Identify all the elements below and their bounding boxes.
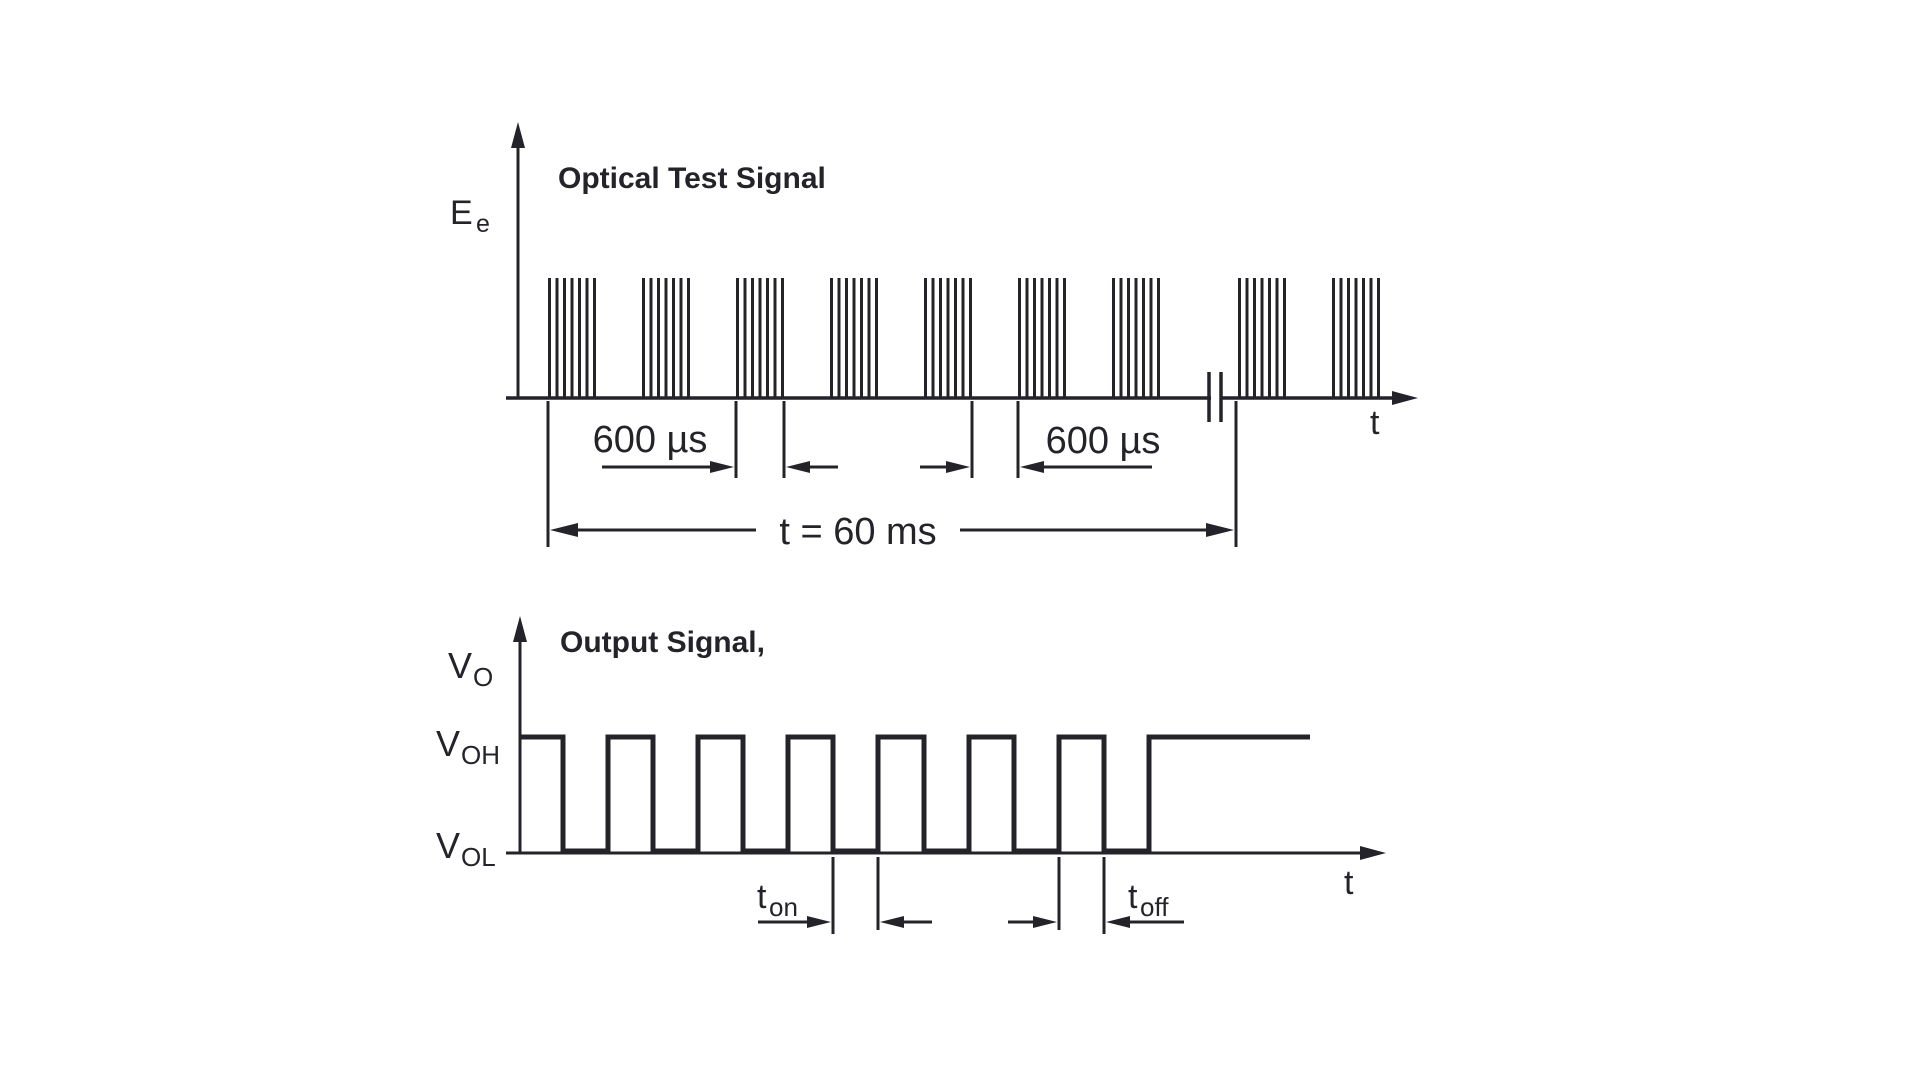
top-x-axis-arrow-icon (1392, 391, 1418, 405)
output-square-wave (520, 734, 1310, 854)
bottom-chart-title: Output Signal, (560, 626, 765, 659)
dim-burst-duration: 600 µs (593, 419, 838, 473)
t-off-label: t (1128, 878, 1138, 916)
top-y-axis-label: E (450, 194, 473, 232)
top-x-axis-label: t (1370, 404, 1380, 442)
t-on-label-sub: on (769, 892, 798, 922)
dim-t-on: t on (757, 878, 932, 928)
gap-duration-label: 600 µs (1046, 420, 1161, 462)
top-y-axis-label-sub: e (476, 210, 490, 238)
dim-period: t = 60 ms (550, 511, 1234, 553)
axis-break-icon (1207, 372, 1223, 422)
burst-duration-label: 600 µs (593, 419, 708, 461)
period-label: t = 60 ms (779, 511, 936, 553)
top-y-axis-arrow-icon (511, 122, 525, 148)
dim-t-off: t off (1008, 878, 1184, 928)
top-chart-title: Optical Test Signal (558, 162, 826, 195)
vo-label: V (448, 645, 472, 686)
vol-label-sub: OL (461, 842, 496, 872)
voh-label: V (436, 723, 460, 764)
t-on-label: t (757, 878, 767, 916)
optical-bursts (548, 278, 1380, 397)
bottom-x-axis-arrow-icon (1360, 846, 1386, 860)
output-signal-chart: t on t off Output Signal, V O V OH V OL … (436, 616, 1386, 934)
optical-test-signal-chart: 600 µs 600 µs t = 60 ms Optical Test Sig… (450, 122, 1418, 553)
dim-gap-duration: 600 µs (920, 420, 1160, 473)
vol-label: V (436, 825, 460, 866)
voh-label-sub: OH (461, 740, 500, 770)
bottom-x-axis-label: t (1344, 864, 1354, 902)
bottom-y-axis-arrow-icon (513, 616, 527, 642)
t-off-label-sub: off (1140, 892, 1169, 922)
vo-label-sub: O (473, 662, 493, 692)
